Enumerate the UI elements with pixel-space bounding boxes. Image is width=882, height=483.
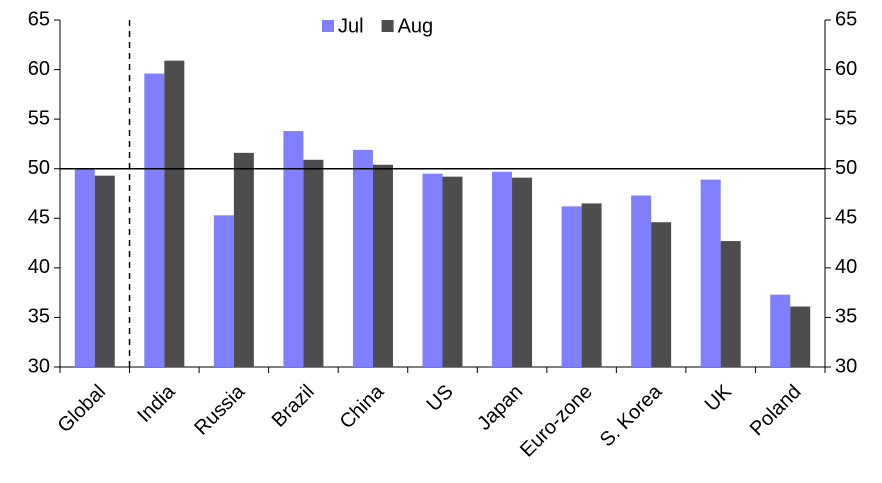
bar [213,215,234,367]
legend-swatch [322,20,334,32]
y2-tick-label: 50 [835,157,857,179]
y-tick-label: 45 [28,207,50,229]
x-tick-label: S. Korea [596,380,667,451]
bar [442,176,463,367]
bar [492,171,513,367]
bar [631,195,652,367]
x-tick-label: Brazil [268,381,319,432]
y2-tick-label: 40 [835,256,857,278]
y2-tick-label: 30 [835,355,857,377]
y-tick-label: 40 [28,256,50,278]
bar [512,177,533,367]
y-tick-label: 30 [28,355,50,377]
bar [144,73,165,367]
y2-tick-label: 60 [835,58,857,80]
x-tick-label: China [336,380,389,433]
x-tick-label: Russia [190,380,249,439]
bar [372,164,393,367]
bar [561,206,582,367]
legend-swatch [381,20,394,32]
x-tick-label: UK [701,380,737,416]
y-tick-label: 60 [28,58,50,80]
bar [303,159,324,367]
bar [720,241,741,367]
bar [790,306,811,367]
legend-label: Jul [338,15,364,37]
bar [233,152,254,367]
y-tick-label: 35 [28,306,50,328]
legend-label: Aug [398,15,434,37]
y2-tick-label: 35 [835,306,857,328]
bar [94,175,115,367]
bar [581,203,602,367]
x-tick-label: Euro-zone [516,381,597,462]
x-tick-label: India [133,380,180,427]
y2-tick-label: 65 [835,8,857,30]
bar [74,168,95,367]
y-tick-label: 55 [28,107,50,129]
bar [283,131,304,367]
x-tick-label: Global [54,381,110,437]
bar [422,173,443,367]
x-tick-label: Japan [473,381,527,435]
y-tick-label: 50 [28,157,50,179]
bar [352,149,373,367]
x-tick-label: Poland [746,381,806,441]
bar [700,179,721,367]
y2-tick-label: 45 [835,207,857,229]
y2-tick-label: 55 [835,107,857,129]
bar [770,294,791,367]
bar [164,60,185,368]
y-tick-label: 65 [28,8,50,30]
bar [651,222,672,367]
x-tick-label: US [423,381,458,416]
